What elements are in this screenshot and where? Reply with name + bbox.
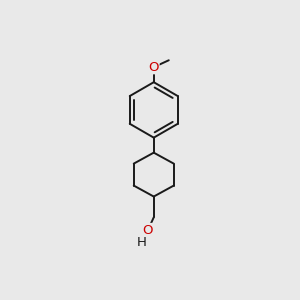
Text: H: H	[137, 236, 147, 249]
Text: O: O	[148, 61, 159, 74]
Text: O: O	[143, 224, 153, 236]
